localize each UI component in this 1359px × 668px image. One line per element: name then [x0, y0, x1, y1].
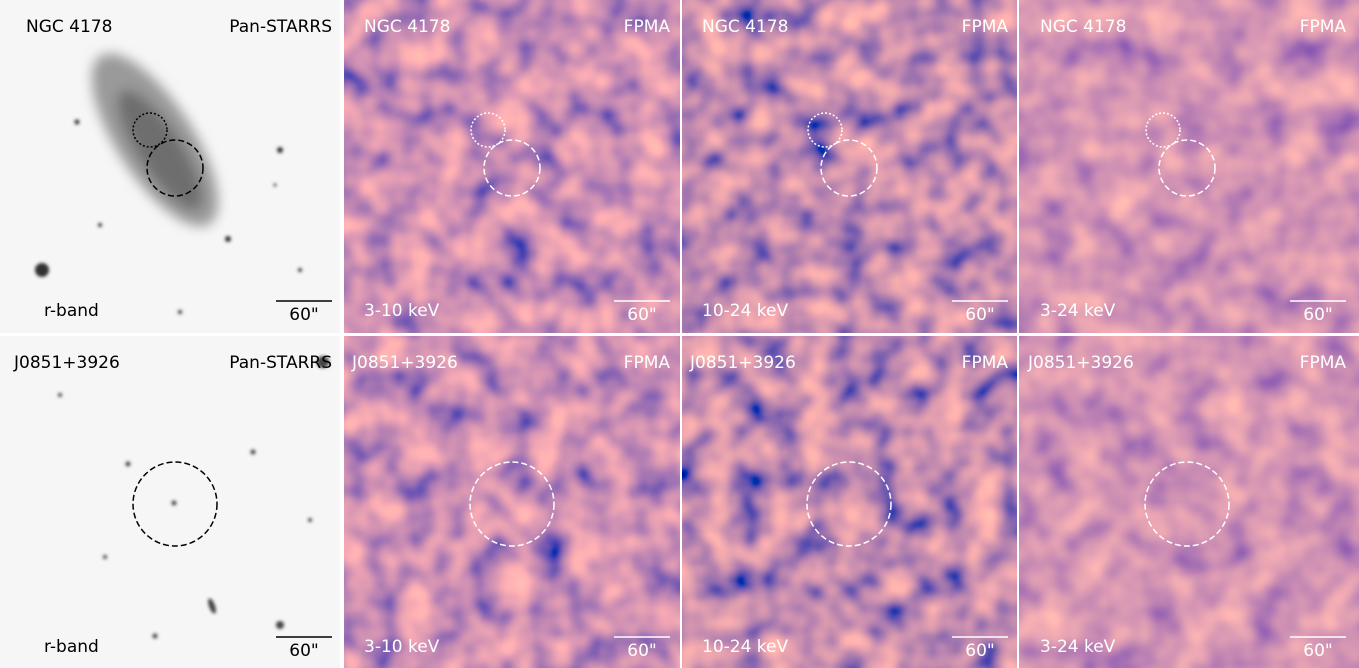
- xray-image: [344, 336, 680, 668]
- scale-label: 60": [627, 305, 656, 325]
- scale-label: 60": [289, 641, 318, 661]
- instrument-label: Pan-STARRS: [229, 17, 332, 37]
- instrument-label: FPMA: [624, 17, 671, 37]
- instrument-label: FPMA: [1300, 353, 1347, 373]
- scale-label: 60": [965, 641, 994, 661]
- instrument-label: FPMA: [624, 353, 671, 373]
- band-label: 3-24 keV: [1040, 637, 1116, 657]
- scale-label: 60": [1303, 305, 1332, 325]
- target-label: NGC 4178: [702, 17, 788, 37]
- target-label: NGC 4178: [1040, 17, 1126, 37]
- figure: NGC 4178 Pan-STARRS r-band 60" NGC 4178 FPMA 3…: [0, 0, 1359, 668]
- band-label: 3-10 keV: [364, 301, 440, 321]
- scale-label: 60": [627, 641, 656, 661]
- target-label: J0851+3926: [689, 353, 796, 373]
- band-label: 10-24 keV: [702, 637, 788, 657]
- target-label: J0851+3926: [13, 353, 120, 373]
- band-label: 3-24 keV: [1040, 301, 1116, 321]
- band-label: 10-24 keV: [702, 301, 788, 321]
- target-label: NGC 4178: [364, 17, 450, 37]
- band-label: 3-10 keV: [364, 637, 440, 657]
- scale-label: 60": [289, 305, 318, 325]
- xray-image: [1019, 0, 1359, 333]
- xray-image: [1019, 336, 1359, 668]
- xray-image: [682, 0, 1017, 333]
- target-label: J0851+3926: [351, 353, 458, 373]
- scale-label: 60": [1303, 641, 1332, 661]
- scale-label: 60": [965, 305, 994, 325]
- instrument-label: Pan-STARRS: [229, 353, 332, 373]
- optical-image: [0, 336, 340, 668]
- xray-image: [682, 336, 1017, 668]
- xray-image: [344, 0, 680, 333]
- target-label: J0851+3926: [1027, 353, 1134, 373]
- band-label: r-band: [44, 301, 99, 321]
- instrument-label: FPMA: [1300, 17, 1347, 37]
- target-label: NGC 4178: [26, 17, 112, 37]
- instrument-label: FPMA: [962, 353, 1009, 373]
- instrument-label: FPMA: [962, 17, 1009, 37]
- band-label: r-band: [44, 637, 99, 657]
